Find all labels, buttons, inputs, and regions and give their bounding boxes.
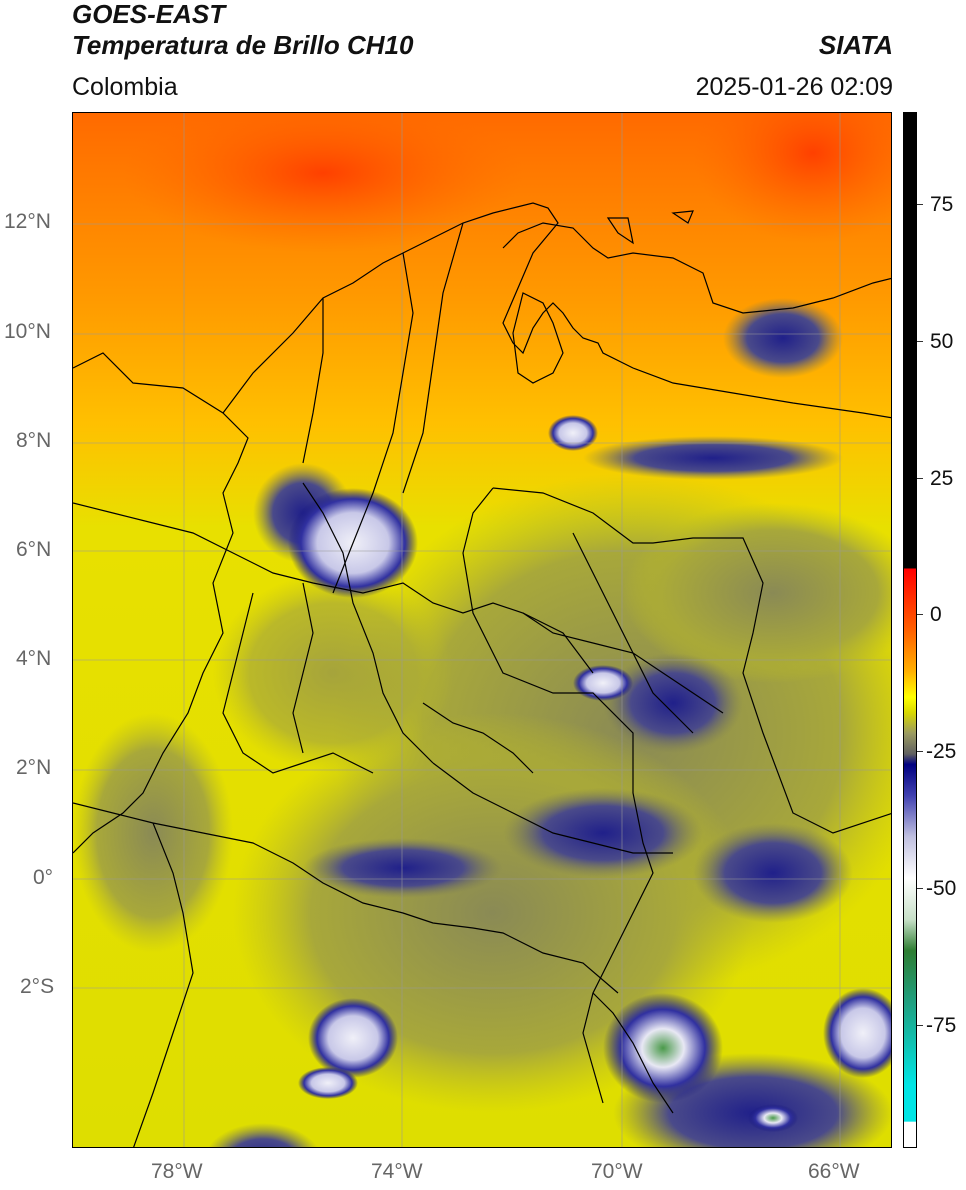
borders	[73, 202, 891, 1147]
convective-cell	[693, 823, 853, 923]
lat-label: 6°N	[16, 538, 52, 561]
colorbar-tick-label: -75	[926, 1014, 957, 1037]
lat-label: 10°N	[4, 320, 51, 343]
cool-region	[73, 713, 233, 953]
cold-cloud-top	[308, 998, 398, 1078]
cool-region	[213, 573, 453, 773]
colorbar-tick-mark	[917, 204, 923, 205]
cold-cloud-top	[548, 415, 598, 451]
lon-label: 70°W	[591, 1160, 643, 1183]
title-product: Temperatura de Brillo CH10	[72, 30, 414, 60]
convective-cell	[303, 838, 503, 898]
cold-cloud-top	[748, 1104, 798, 1132]
graticule	[73, 113, 891, 1147]
lon-label: 74°W	[371, 1160, 423, 1183]
colorbar	[903, 112, 917, 1148]
lon-label: 66°W	[808, 1160, 860, 1183]
cool-region	[623, 503, 891, 683]
lon-label: 78°W	[151, 1160, 203, 1183]
map-canvas	[73, 113, 891, 1147]
colorbar-tick-mark	[917, 1025, 923, 1026]
lat-label: 8°N	[16, 429, 52, 452]
colorbar-tick-label: 0	[930, 603, 942, 626]
colorbar-tick-mark	[917, 614, 923, 615]
lat-label: 4°N	[16, 647, 52, 670]
convective-cell	[503, 788, 703, 878]
colorbar-gradient	[904, 113, 916, 1147]
colorbar-tick-mark	[917, 341, 923, 342]
lat-label: 2°S	[20, 975, 55, 998]
lat-label: 12°N	[4, 210, 51, 233]
colorbar-tick-mark	[917, 751, 923, 752]
colorbar-tick-mark	[917, 888, 923, 889]
colorbar-tick-label: 50	[930, 330, 954, 353]
convective-cell	[723, 298, 843, 378]
colorbar-tick-mark	[917, 478, 923, 479]
brand-label: SIATA	[818, 30, 893, 60]
convective-cell	[583, 436, 843, 480]
colorbar-tick-label: -50	[926, 877, 957, 900]
warm-region	[693, 113, 891, 243]
warm-region	[123, 113, 523, 253]
cold-cloud-top	[298, 1067, 358, 1099]
coldest-cloud-top	[603, 993, 723, 1103]
lat-label: 2°N	[16, 756, 52, 779]
datetime-label: 2025-01-26 02:09	[695, 73, 893, 101]
lat-label: 0°	[33, 866, 54, 889]
title-satellite: GOES-EAST	[72, 0, 226, 29]
region-label: Colombia	[72, 73, 178, 101]
colorbar-tick-label: 75	[930, 193, 954, 216]
convective-cell	[603, 653, 743, 753]
colorbar-tick-label: -25	[926, 740, 957, 763]
satellite-map[interactable]	[72, 112, 892, 1148]
colorbar-tick-label: 25	[930, 467, 954, 490]
convective-cell	[208, 1123, 318, 1147]
coast-peninsula	[512, 210, 694, 384]
cold-cloud-top	[573, 665, 633, 701]
